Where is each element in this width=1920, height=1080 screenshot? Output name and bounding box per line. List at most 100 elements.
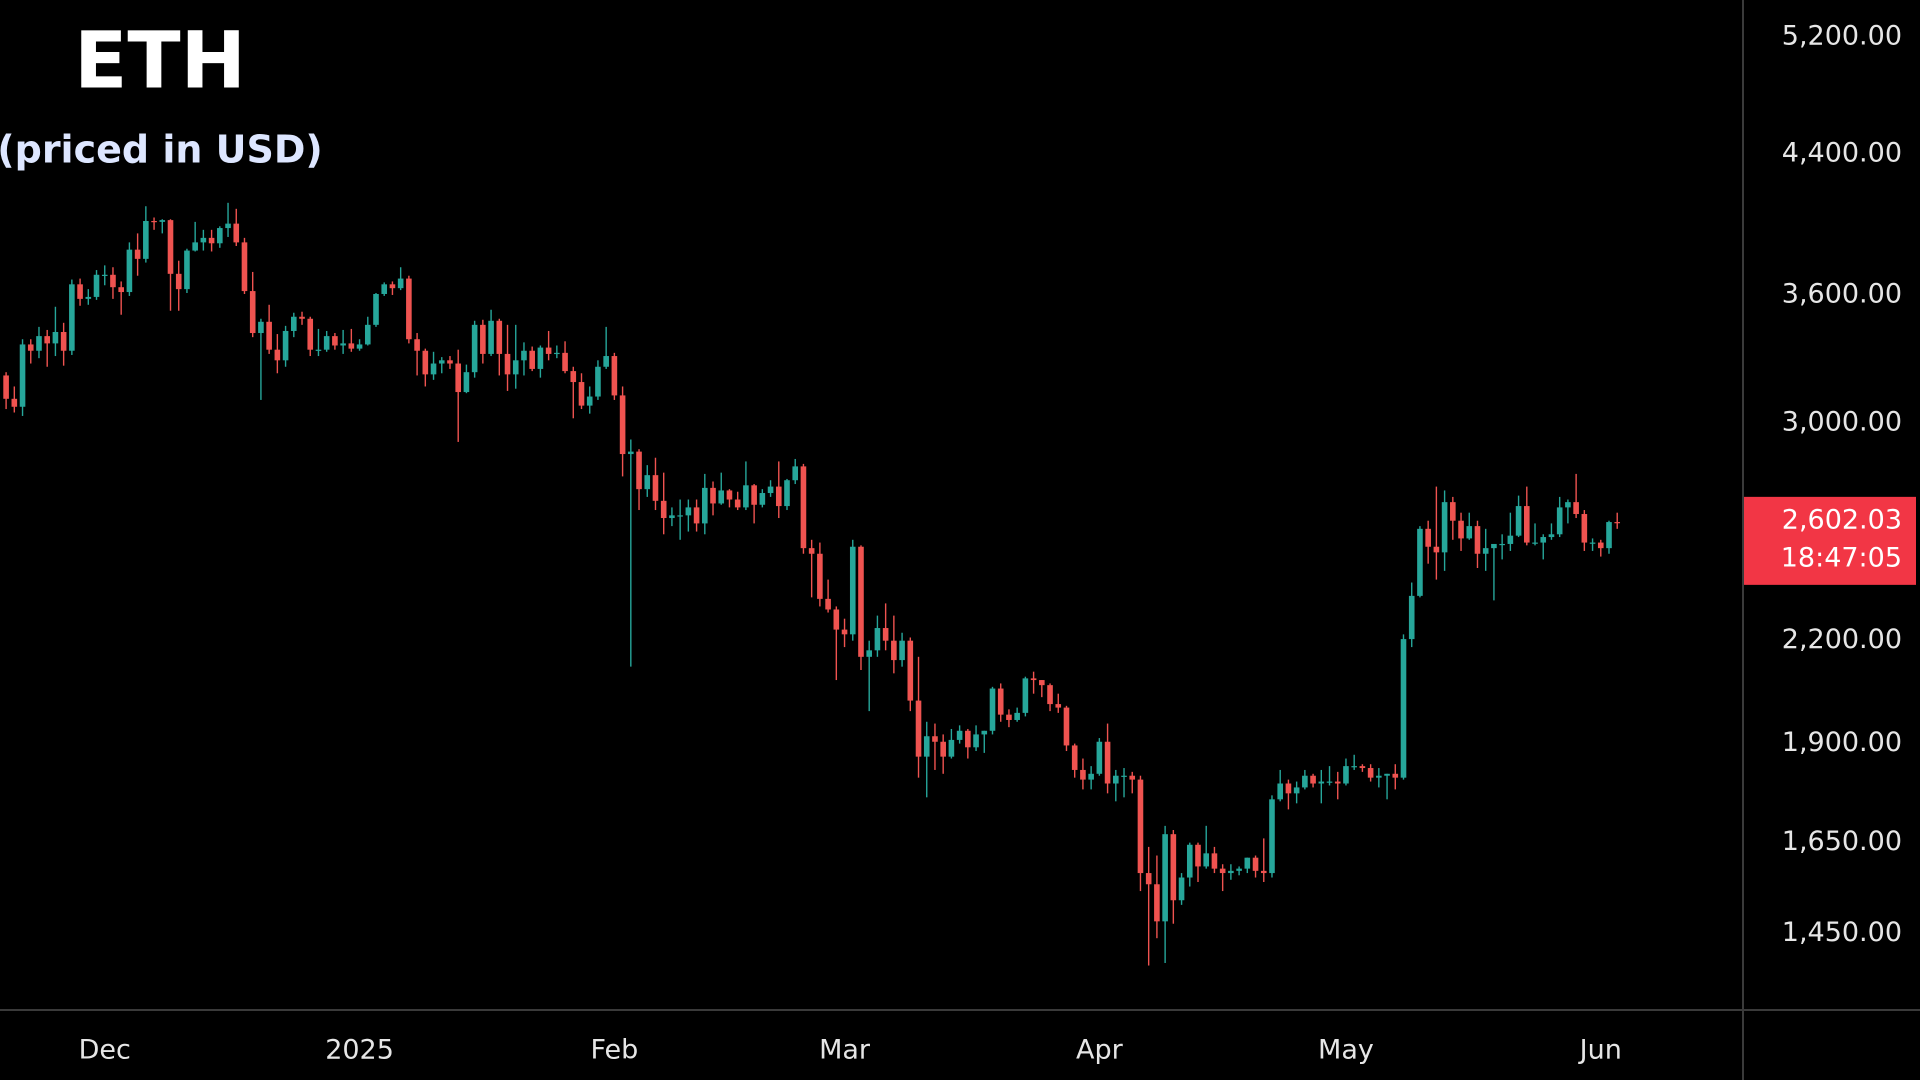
candle-body [1565, 502, 1571, 508]
candle-body [1334, 781, 1341, 784]
candle-body [1515, 506, 1522, 536]
candle-body [110, 274, 116, 288]
candle-body [389, 284, 396, 289]
candle-body [956, 730, 963, 740]
candle-body [808, 548, 815, 554]
candle-body [1367, 768, 1374, 778]
candle-body [134, 249, 141, 259]
candle-body [241, 242, 248, 292]
candle-body [208, 237, 215, 244]
candle-body [1080, 769, 1086, 780]
candle-body [800, 466, 807, 549]
candle-body [422, 350, 429, 375]
candle-body [233, 223, 240, 243]
candle-body [430, 363, 437, 375]
candle-body [702, 487, 708, 524]
candle-body [891, 640, 897, 661]
candle-body [1178, 877, 1185, 901]
candle-body [1359, 766, 1366, 769]
y-tick-label: 1,900.00 [1782, 727, 1902, 758]
candle-body [1614, 522, 1621, 524]
candle-body [1326, 781, 1333, 783]
candle-body [1195, 844, 1201, 867]
candle-body [504, 353, 511, 375]
candle-body [759, 493, 766, 505]
candle-body [940, 741, 946, 757]
candle-body [69, 284, 75, 351]
candle-body [1499, 543, 1505, 546]
candle-body [77, 284, 83, 299]
candle-body [669, 515, 675, 519]
candle-body [932, 736, 938, 742]
candle-body [447, 360, 453, 364]
candle-body [27, 344, 34, 351]
candle-body [11, 398, 18, 407]
y-tick-label: 1,450.00 [1782, 917, 1902, 948]
candle-body [1548, 534, 1555, 538]
candle-body [1219, 868, 1226, 874]
candle-body [1392, 773, 1399, 778]
candle-body [973, 734, 979, 748]
candle-body [1014, 712, 1020, 720]
candle-body [1293, 787, 1300, 794]
candle-body [652, 475, 659, 501]
candle-body [282, 330, 289, 361]
y-tick-label: 2,200.00 [1782, 624, 1902, 655]
candle-body [1186, 844, 1193, 878]
candle-body [249, 291, 256, 334]
candle-body [1137, 779, 1144, 874]
candle-body [1006, 714, 1012, 720]
candle-body [611, 356, 618, 396]
candle-body [1252, 857, 1259, 871]
candle-body [1450, 502, 1456, 521]
candle-body [734, 499, 741, 508]
candle-body [225, 223, 231, 229]
candle-body [784, 480, 790, 507]
candle-body [1047, 685, 1053, 705]
candle-body [825, 598, 831, 610]
candle-body [1581, 514, 1588, 543]
candle-body [1597, 542, 1604, 549]
candle-body [1556, 507, 1563, 535]
candle-body [1063, 707, 1070, 746]
candle-body [1236, 868, 1242, 871]
candle-body [1606, 522, 1612, 549]
candle-body [1507, 535, 1514, 544]
last-price-box [1744, 496, 1916, 585]
candle-body [323, 336, 330, 350]
candle-body [570, 371, 577, 383]
candle-body [677, 515, 683, 517]
candle-body [586, 396, 593, 406]
candle-body [1417, 528, 1423, 596]
x-tick-label: 2025 [325, 1035, 394, 1066]
candle-body [44, 336, 50, 344]
candle-body [1491, 543, 1497, 549]
candle-body [1285, 783, 1292, 794]
candle-body [1088, 773, 1094, 780]
candle-body [1096, 741, 1103, 774]
candle-body [1400, 639, 1407, 778]
candle-body [1441, 502, 1448, 553]
candle-body [93, 274, 100, 297]
candle-body [1022, 678, 1029, 713]
candle-body [858, 546, 864, 657]
candle-body [775, 486, 782, 507]
candle-body [488, 320, 494, 354]
candle-body [595, 366, 601, 397]
candle-body [299, 316, 305, 319]
candle-body [266, 321, 272, 350]
candle-body [348, 343, 355, 349]
candle-body [1573, 502, 1579, 515]
candle-body [60, 331, 67, 351]
candle-body [948, 739, 955, 757]
candle-body [710, 487, 716, 504]
candle-body [85, 296, 92, 299]
candle-body [923, 736, 930, 757]
candle-body [192, 242, 198, 251]
candle-body [101, 274, 108, 276]
candle-body [1260, 870, 1267, 874]
candle-body [718, 490, 725, 504]
candle-body [628, 451, 634, 455]
chart-subtitle: (priced in USD) [0, 128, 323, 172]
candle-body [792, 466, 799, 481]
